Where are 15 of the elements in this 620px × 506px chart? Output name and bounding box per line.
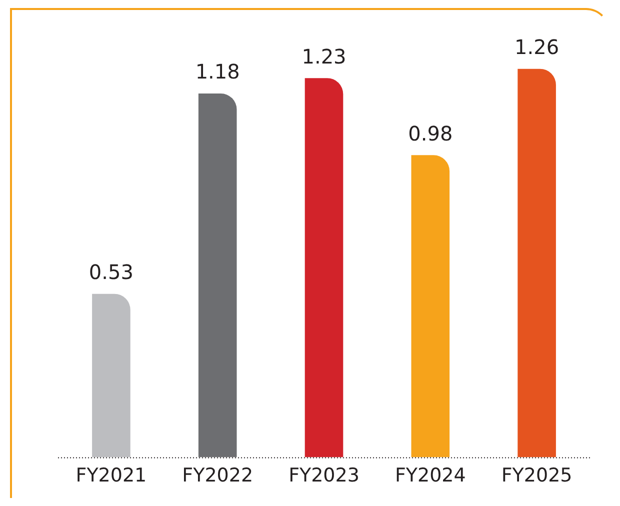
bar [304, 78, 344, 458]
data-label: 1.18 [195, 60, 240, 84]
bar [518, 68, 556, 458]
x-tick-label: FY2025 [501, 464, 572, 487]
x-tick-label: FY2024 [394, 464, 466, 487]
bar [198, 93, 237, 458]
data-label: 0.53 [88, 260, 134, 284]
x-tick-label: FY2021 [76, 464, 147, 487]
bar [411, 155, 450, 458]
bar [92, 294, 130, 458]
x-tick-label: FY2023 [288, 464, 360, 487]
data-label: 1.23 [302, 44, 346, 68]
data-label: 1.26 [514, 35, 560, 60]
x-tick-label: FY2022 [182, 464, 254, 487]
data-label: 0.98 [408, 121, 453, 146]
